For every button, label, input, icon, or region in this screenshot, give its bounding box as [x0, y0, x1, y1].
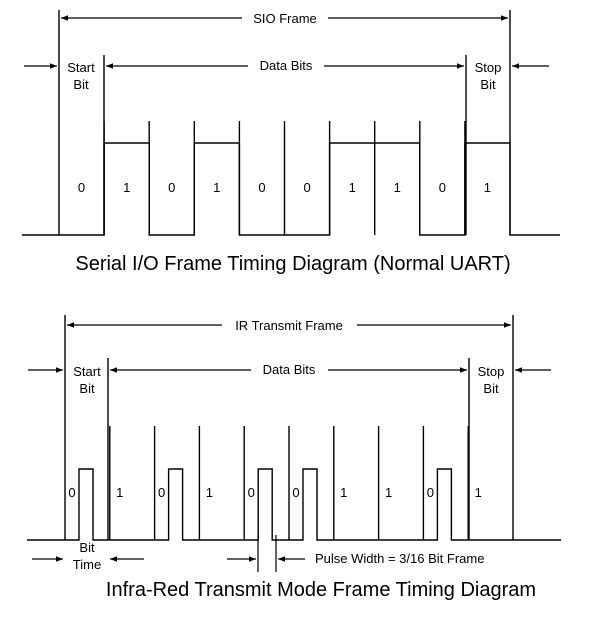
uart-start-label-1: Start [67, 60, 95, 75]
bit-time-label-1: Bit [79, 540, 95, 555]
ir-diagram: IR Transmit Frame Data Bits Start Bit St… [27, 315, 561, 601]
uart-data-label: Data Bits [260, 58, 313, 73]
uart-bit-value: 1 [123, 180, 130, 195]
uart-bit-value: 1 [349, 180, 356, 195]
uart-signal-path [22, 142, 560, 236]
ir-stop-label-2: Bit [483, 381, 499, 396]
ir-start-label-1: Start [73, 364, 101, 379]
uart-caption: Serial I/O Frame Timing Diagram (Normal … [75, 253, 510, 275]
uart-bit-value: 0 [168, 180, 175, 195]
uart-bit-values: 0 1 0 1 0 0 1 1 0 1 [78, 180, 491, 195]
bit-time-label-2: Time [73, 557, 101, 572]
ir-bit-value: 0 [248, 485, 255, 500]
ir-bit-value: 0 [68, 485, 75, 500]
ir-caption: Infra-Red Transmit Mode Frame Timing Dia… [106, 579, 536, 601]
pulse-width-label: Pulse Width = 3/16 Bit Frame [315, 551, 484, 566]
uart-waveform [22, 121, 560, 236]
ir-waveform [27, 426, 561, 541]
uart-frame-label: SIO Frame [253, 11, 317, 26]
ir-bit-value: 1 [475, 485, 482, 500]
uart-diagram: SIO Frame Data Bits Start Bit Stop Bit 0… [22, 10, 560, 275]
ir-frame-label: IR Transmit Frame [235, 318, 343, 333]
ir-bit-value: 1 [340, 485, 347, 500]
ir-bit-value: 1 [116, 485, 123, 500]
ir-stop-label-1: Stop [478, 364, 505, 379]
ir-bit-values: 0 1 0 1 0 0 1 1 0 1 [68, 485, 481, 500]
ir-bit-value: 1 [206, 485, 213, 500]
ir-bit-value: 0 [292, 485, 299, 500]
ir-bit-value: 0 [427, 485, 434, 500]
ir-bit-value: 1 [385, 485, 392, 500]
uart-stop-label-1: Stop [475, 60, 502, 75]
ir-bit-value: 0 [158, 485, 165, 500]
ir-start-label-2: Bit [79, 381, 95, 396]
uart-bit-value: 1 [484, 180, 491, 195]
uart-bit-value: 1 [213, 180, 220, 195]
ir-signal-path [27, 468, 561, 541]
ir-data-label: Data Bits [263, 362, 316, 377]
uart-stop-label-2: Bit [480, 77, 496, 92]
uart-bit-value: 1 [394, 180, 401, 195]
uart-bit-value: 0 [258, 180, 265, 195]
uart-start-label-2: Bit [73, 77, 89, 92]
uart-bit-value: 0 [303, 180, 310, 195]
uart-bit-value: 0 [78, 180, 85, 195]
uart-bit-value: 0 [439, 180, 446, 195]
